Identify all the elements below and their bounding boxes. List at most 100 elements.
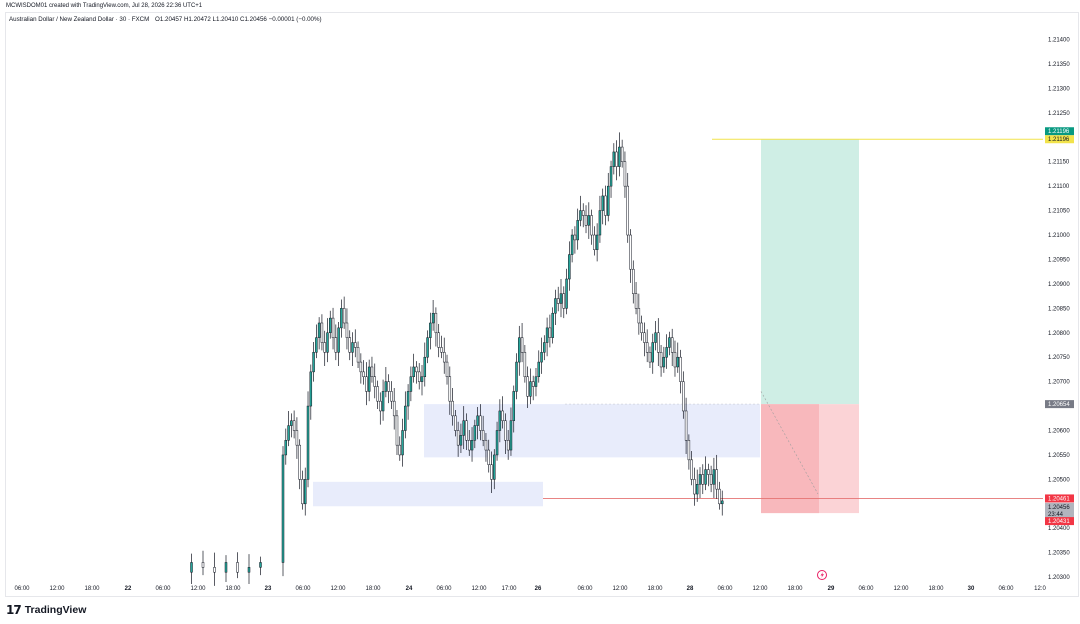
time-label: 12:00 — [49, 586, 65, 592]
candle-body — [340, 308, 343, 329]
candle-body — [473, 425, 477, 441]
candle-body — [456, 430, 460, 446]
candle-body — [718, 488, 721, 505]
time-label: 06:00 — [436, 586, 452, 592]
time-label: 06:00 — [14, 586, 30, 592]
candle-body — [540, 352, 543, 363]
price-label: 1.21350 — [1048, 62, 1070, 68]
candle-body — [409, 376, 413, 392]
candle-body — [292, 420, 296, 431]
ohlc-values: O1.20457 H1.20472 L1.20410 C1.20456 −0.0… — [155, 16, 322, 23]
time-label: 22 — [125, 586, 132, 592]
candle-body — [590, 215, 593, 236]
stop-price-tag-bg — [1045, 494, 1074, 503]
candle-body — [526, 376, 529, 397]
candle-body — [545, 327, 549, 343]
candle-body — [665, 347, 668, 358]
candle-body — [337, 327, 340, 353]
price-axis[interactable]: 1.21400 1.21350 1.21300 1.21250 1.21150 1.211… — [1048, 38, 1070, 582]
candle-body — [576, 220, 579, 241]
price-label: 1.21050 — [1048, 209, 1070, 215]
candle-body — [720, 500, 724, 505]
trade-path-line — [760, 391, 819, 495]
price-label: 1.21250 — [1048, 111, 1070, 117]
candle-body — [668, 337, 671, 348]
candle-body — [512, 391, 515, 421]
candle-body — [348, 337, 351, 353]
candle-body — [598, 210, 602, 236]
candle-body — [451, 400, 454, 417]
candle-body — [662, 356, 666, 368]
candle-body — [601, 195, 604, 211]
candle-body — [659, 352, 663, 368]
time-axis[interactable]: 06:00 12:00 18:00 22 06:00 12:00 18:00 23 06:00 1… — [14, 586, 1046, 592]
candle-body — [684, 410, 688, 441]
time-label: 12:0 — [1034, 586, 1046, 592]
candle-body — [607, 185, 610, 216]
candle-body — [365, 376, 368, 392]
symbol-header[interactable]: Australian Dollar / New Zealand Dollar ·… — [9, 16, 322, 23]
candle-body — [406, 391, 410, 407]
candle-body — [695, 484, 699, 495]
lightning-bolt-icon — [820, 572, 824, 578]
candle-body — [559, 293, 563, 304]
event-marker[interactable] — [817, 570, 827, 580]
candle-body — [417, 371, 421, 382]
time-label: 06:00 — [295, 586, 311, 592]
candle-body — [281, 454, 285, 563]
price-label: 1.20600 — [1048, 429, 1070, 435]
price-label: 1.20900 — [1048, 282, 1070, 288]
target-price-tag: 1.21196 — [1048, 129, 1070, 135]
candle-body — [387, 381, 390, 392]
candle-body — [323, 342, 326, 353]
last-price-tag: 1.20456 — [1048, 505, 1070, 511]
price-label: 1.20400 — [1048, 526, 1070, 532]
candle-body — [612, 151, 616, 167]
tradingview-logo[interactable]: 17 TradingView — [6, 603, 86, 617]
candle-body — [676, 356, 680, 368]
candle-body — [543, 342, 546, 353]
candle-body — [303, 479, 307, 505]
time-label: 18:00 — [787, 586, 803, 592]
candle-body — [367, 366, 371, 392]
price-chart[interactable]: 1.214001.213501.213001.212501.211501.211… — [0, 0, 1080, 600]
symbol-title[interactable]: Australian Dollar / New Zealand Dollar ·… — [9, 16, 150, 23]
candle-body — [682, 381, 685, 412]
candle-body — [670, 337, 674, 353]
candle-body — [679, 356, 682, 382]
candle-body — [213, 567, 216, 573]
candle-body — [468, 440, 471, 451]
candle-body — [643, 332, 646, 343]
candle-body — [476, 415, 479, 426]
candle-body — [551, 312, 554, 338]
target-price-tag-bg — [1045, 127, 1074, 136]
candle-body — [437, 332, 440, 348]
candle-body — [504, 420, 507, 441]
candle-body — [317, 322, 321, 338]
candle-body — [490, 464, 493, 480]
candle-body — [645, 342, 649, 353]
levels-layer — [543, 138, 1043, 499]
candle-body — [412, 366, 415, 377]
candle-body — [309, 371, 313, 407]
time-label: 06:00 — [155, 586, 171, 592]
entry-price-tag-bg — [1045, 400, 1074, 409]
candle-body — [298, 444, 301, 480]
candle-body — [284, 440, 288, 456]
price-label: 1.21100 — [1048, 184, 1070, 190]
candle-body — [351, 342, 354, 353]
candle-body — [454, 415, 457, 431]
price-label: 1.20750 — [1048, 355, 1070, 361]
candle-body — [570, 234, 574, 255]
tv-logo-icon: 17 — [6, 603, 22, 617]
entry-price-tag: 1.20654 — [1048, 402, 1070, 408]
time-label: 06:00 — [577, 586, 593, 592]
candle-body — [301, 479, 304, 505]
price-label: 1.21000 — [1048, 233, 1070, 239]
stop-lower-tag-bg — [1045, 517, 1074, 526]
profit-zone — [761, 139, 859, 405]
time-label: 26 — [535, 586, 542, 592]
candle-body — [420, 376, 424, 382]
candle-body — [395, 415, 399, 446]
candle-body — [459, 435, 463, 446]
